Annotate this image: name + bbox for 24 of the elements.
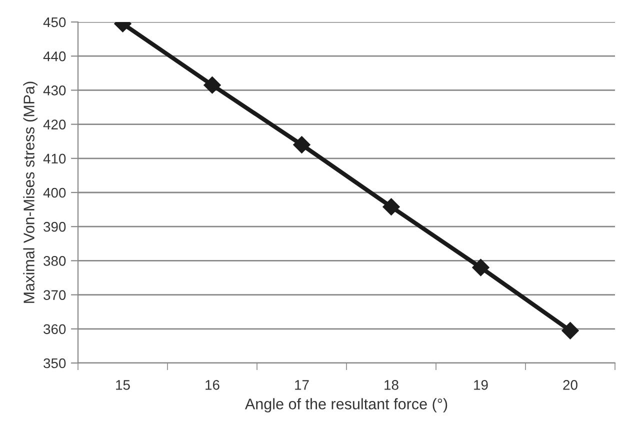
x-tick-label: 18 <box>384 380 398 390</box>
y-tick-label: 420 <box>43 120 66 130</box>
point <box>204 76 221 94</box>
y-tick-label: 440 <box>43 51 66 62</box>
y-tick-label: 380 <box>44 256 66 266</box>
y-tick-label: 450 <box>43 17 66 28</box>
point <box>562 322 579 340</box>
x-tick-label: 15 <box>116 380 130 390</box>
x-tick-label: 17 <box>295 380 309 390</box>
y-tick-label: 400 <box>43 188 66 198</box>
y-tick-label: 430 <box>43 86 66 96</box>
y-tick-label: 360 <box>44 324 66 334</box>
x-tick-label: 16 <box>206 380 220 390</box>
y-tick-label: 370 <box>44 290 66 300</box>
point <box>382 198 400 216</box>
x-tick-label: 20 <box>563 380 578 390</box>
y-tick-label: 390 <box>44 222 66 232</box>
y-tick-label: 410 <box>43 154 66 164</box>
point <box>293 136 310 154</box>
y-tick-label: 350 <box>44 358 66 368</box>
x-tick-label: 19 <box>474 380 488 390</box>
x-axis-title: Angle of the resultant force (°) <box>244 398 448 412</box>
y-axis-title: Maximal Von-Mises stress (MPa) <box>23 82 38 303</box>
point <box>472 258 490 276</box>
